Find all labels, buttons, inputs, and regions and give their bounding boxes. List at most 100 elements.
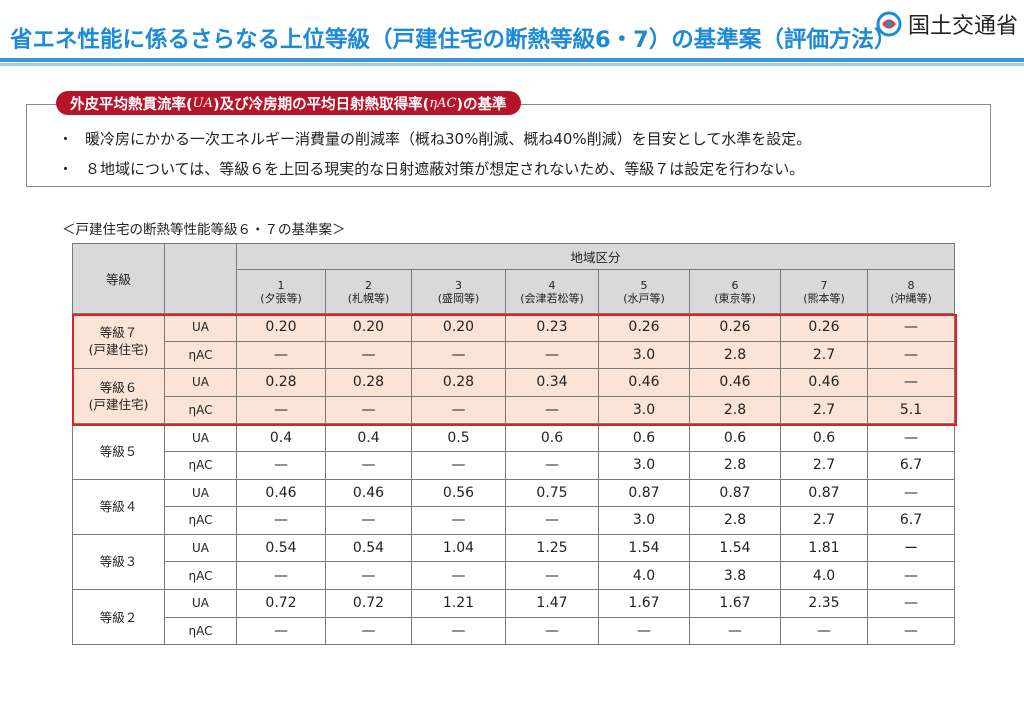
value-cell: 6.7: [866, 506, 956, 535]
value-cell: —: [411, 561, 506, 590]
value-cell: 0.28: [325, 368, 412, 397]
value-cell: 0.6: [505, 423, 599, 452]
value-cell: 0.26: [780, 313, 868, 342]
indicator-label: ηAC: [164, 616, 237, 646]
value-cell: —: [866, 423, 956, 452]
region-number: 5: [640, 278, 648, 292]
criteria-label-mid: )及び冷房期の平均日射熱取得率(: [213, 96, 430, 113]
value-cell: —: [236, 561, 326, 590]
value-cell: 1.54: [598, 533, 690, 563]
region-name: (夕張等): [260, 291, 302, 305]
indicator-label: UA: [164, 423, 237, 452]
value-cell: 0.6: [598, 423, 690, 452]
value-cell: —: [411, 450, 506, 480]
value-cell: 0.87: [598, 478, 690, 508]
value-cell: 0.56: [411, 478, 506, 508]
value-cell: 0.54: [325, 533, 412, 563]
table-row: ηAC — — — —4.0 3.8 4.0—: [73, 561, 956, 590]
value-cell: 1.47: [505, 588, 599, 618]
value-cell: —: [411, 616, 506, 646]
value-cell: 1.81: [780, 533, 868, 563]
value-cell: —: [325, 395, 412, 425]
table-row: 等級７ (戸建住宅) UA 0.20 0.20 0.20 0.23 0.26 0.26 0.26—: [72, 312, 956, 370]
region-number: 6: [731, 278, 739, 292]
eta-symbol: η: [429, 95, 438, 111]
value-cell: 2.35: [780, 588, 868, 618]
value-cell: 0.5: [411, 423, 506, 452]
region-header-1: 1 (夕張等): [236, 269, 326, 314]
value-cell: —: [505, 340, 599, 370]
grade-label: 等級５: [72, 423, 165, 480]
value-cell: 2.8: [689, 450, 781, 480]
value-cell: —: [236, 506, 326, 535]
value-cell: 2.7: [780, 340, 868, 370]
value-cell: 0.23: [505, 313, 599, 342]
region-number: 7: [820, 278, 828, 292]
value-cell: 1.04: [411, 533, 506, 563]
table-row: 等級６ (戸建住宅) UA 0.28 0.28 0.28 0.34 0.46 0.46 0.46—: [72, 368, 956, 425]
grade-subname: (戸建住宅): [88, 342, 149, 358]
value-cell: 1.67: [689, 588, 781, 618]
grade-name: 等級７: [99, 325, 138, 341]
value-cell: —: [411, 506, 506, 535]
bullet-mark: ・: [58, 130, 74, 148]
value-cell: 4.0: [598, 561, 690, 590]
value-cell: 2.8: [689, 395, 781, 425]
value-cell: —: [236, 616, 326, 646]
grade-subname: (戸建住宅): [88, 397, 149, 413]
grade-header: 等級: [72, 243, 165, 314]
region-header-4: 4 (会津若松等): [505, 269, 599, 314]
region-number: 8: [907, 278, 915, 292]
value-cell: 0.6: [780, 423, 868, 452]
value-cell: 2.7: [780, 395, 868, 425]
value-cell: —: [505, 506, 599, 535]
indicator-label: ηAC: [164, 450, 237, 480]
region-name: (盛岡等): [437, 291, 480, 305]
region-number: 1: [277, 278, 285, 292]
table-row: ηAC — — — —3.0 2.8 2.7 5.1: [73, 395, 956, 425]
value-cell: —: [325, 561, 412, 590]
criteria-table: 等級 地域区分 1 (夕張等) 2 (札幌等) 3 (盛岡等) 4 (会津若松等) 5 (水戸等)…: [72, 243, 956, 646]
indicator-label: UA: [164, 533, 237, 563]
grade-name: 等級４: [99, 499, 138, 515]
table-row: ηAC — — — —3.0 2.8 2.7—: [73, 340, 956, 370]
value-cell: —: [236, 450, 326, 480]
value-cell: 0.20: [236, 313, 326, 342]
value-cell: 1.54: [689, 533, 781, 563]
value-cell: —: [325, 506, 412, 535]
value-cell: —: [598, 616, 690, 646]
value-cell: 0.20: [325, 313, 412, 342]
indicator-label: UA: [164, 478, 237, 508]
criteria-label: 外皮平均熱貫流率(U A)及び冷房期の平均日射熱取得率(η AC)の基準: [56, 91, 521, 115]
value-cell: 0.4: [236, 423, 326, 452]
header-rule-light: [0, 63, 1024, 66]
value-cell: 0.72: [236, 588, 326, 618]
value-cell: 0.46: [236, 478, 326, 508]
value-cell: —: [325, 616, 412, 646]
value-cell: 0.46: [325, 478, 412, 508]
value-cell: —: [411, 340, 506, 370]
value-cell: 1.21: [411, 588, 506, 618]
value-cell: 2.7: [780, 450, 868, 480]
value-cell: 0.87: [780, 478, 868, 508]
value-cell: 2.8: [689, 506, 781, 535]
value-cell: 0.54: [236, 533, 326, 563]
grade-label: 等級７ (戸建住宅): [72, 312, 165, 370]
indicator-label: ηAC: [164, 506, 237, 535]
value-cell: 6.7: [866, 450, 956, 480]
value-cell: —: [505, 450, 599, 480]
value-cell: 0.4: [325, 423, 412, 452]
value-cell: 0.6: [689, 423, 781, 452]
grade-name: 等級５: [99, 443, 138, 459]
table-row: 等級２ UA 0.72 0.72 1.21 1.47 1.67 1.67 2.35—: [72, 588, 956, 646]
region-name: (水戸等): [623, 291, 665, 305]
ua-symbol: U: [192, 95, 204, 111]
region-name: (熊本等): [803, 291, 845, 305]
indicator-header: [164, 243, 237, 314]
region-name: (会津若松等): [520, 291, 584, 305]
grade-label: 等級２: [72, 588, 165, 646]
value-cell: —: [866, 616, 956, 646]
value-cell: —: [411, 395, 506, 425]
value-cell: —: [780, 616, 868, 646]
value-cell: —: [505, 616, 599, 646]
